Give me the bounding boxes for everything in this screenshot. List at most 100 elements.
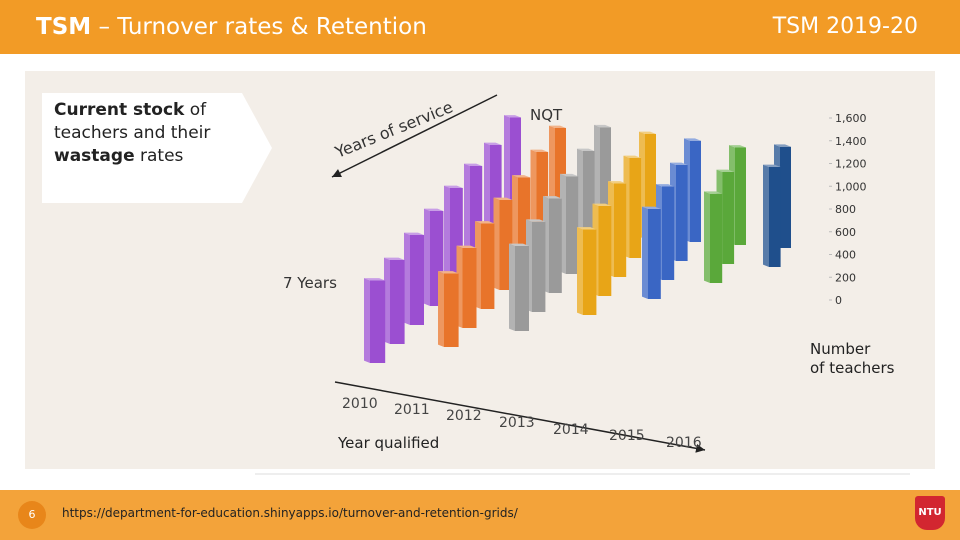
x-tick-label: 2016 xyxy=(666,435,702,451)
bar xyxy=(577,227,597,315)
y-tick-label: 1,000 xyxy=(835,180,867,193)
x-tick-label: 2015 xyxy=(609,428,645,444)
bar-side xyxy=(509,243,515,331)
y-tick-label: 1,400 xyxy=(835,135,867,148)
x-tick-label: 2011 xyxy=(394,402,430,418)
bar-top xyxy=(560,173,579,177)
x-axis xyxy=(334,381,706,453)
bar-top xyxy=(364,278,386,281)
bar-top xyxy=(670,162,688,165)
callout-shape xyxy=(42,93,272,203)
page-number: 6 xyxy=(18,501,46,529)
bar-top xyxy=(493,197,513,200)
bar-top xyxy=(444,185,463,188)
bar-top xyxy=(704,191,723,194)
bar-top xyxy=(526,219,546,222)
bar xyxy=(509,243,529,331)
bar-top xyxy=(549,125,566,128)
bar xyxy=(543,196,562,293)
y-tick-label: 600 xyxy=(835,226,856,239)
callout: Current stock of teachers and their wast… xyxy=(42,93,272,203)
bar-top xyxy=(456,245,477,248)
y-tick-label: 1,200 xyxy=(835,158,867,171)
header-bar: TSM – Turnover rates & Retention TSM 201… xyxy=(0,0,960,54)
depth-tick-label: 7 Years xyxy=(283,274,337,292)
bar-front xyxy=(676,165,688,261)
bar-front xyxy=(390,260,405,344)
bar-top xyxy=(774,144,791,147)
title: TSM – Turnover rates & Retention xyxy=(36,14,427,40)
bar-top xyxy=(656,184,675,187)
y-tick-label: 1,600 xyxy=(835,112,867,125)
bar-top xyxy=(512,175,531,178)
bar-side xyxy=(704,191,710,283)
bar-front xyxy=(490,145,502,249)
bar-front xyxy=(549,198,562,293)
depth-label: Years of service xyxy=(331,97,455,162)
bar-top xyxy=(608,181,627,184)
bar xyxy=(404,232,424,325)
bar-top xyxy=(530,149,549,152)
callout-part: rates xyxy=(134,146,184,166)
x-tick-label: 2013 xyxy=(499,415,535,431)
bar-front xyxy=(710,193,723,283)
x-tick-label: 2010 xyxy=(342,396,378,412)
bar-front xyxy=(769,167,781,267)
bar-front xyxy=(780,146,791,248)
bar-front xyxy=(614,183,627,277)
bar-front xyxy=(648,209,661,299)
bar-front xyxy=(515,246,529,331)
bar-front xyxy=(600,127,611,236)
callout-part: wastage xyxy=(54,146,135,166)
bar xyxy=(475,221,495,309)
bar-side xyxy=(763,164,769,267)
bar-top xyxy=(484,142,502,145)
bar-front xyxy=(629,158,642,258)
bar-top xyxy=(438,271,459,274)
bar xyxy=(438,271,459,347)
bar-front xyxy=(510,117,521,230)
x-tick-label: 2014 xyxy=(553,422,589,438)
bar-top xyxy=(623,155,642,158)
bar-top xyxy=(475,221,495,224)
bar-side xyxy=(438,271,444,347)
bar-top xyxy=(639,131,656,134)
callout-part: Current stock xyxy=(54,100,185,120)
logo: NTU xyxy=(915,496,945,530)
y-tick-label: 200 xyxy=(835,271,856,284)
bar-front xyxy=(536,152,549,252)
bar-top xyxy=(577,148,595,151)
bar-side xyxy=(444,185,450,287)
bar-top xyxy=(729,145,746,148)
bar-front xyxy=(690,140,701,242)
bar-top xyxy=(509,243,529,246)
bar-front xyxy=(566,176,579,274)
bar-side xyxy=(493,197,500,290)
bar xyxy=(456,245,477,328)
depth-tick-label: NQT xyxy=(530,106,563,124)
bar-top xyxy=(577,227,597,230)
bar-front xyxy=(645,134,656,239)
depth-axis xyxy=(331,94,498,178)
bar-front xyxy=(662,186,675,280)
bar-front xyxy=(598,206,612,296)
y-label: Number of teachers xyxy=(810,340,895,377)
source-url: https://department-for-education.shinyap… xyxy=(62,506,518,520)
x-tick-label: 2012 xyxy=(446,408,482,424)
bar-side xyxy=(642,206,648,299)
bar-top xyxy=(642,206,661,209)
bar-top xyxy=(384,257,405,260)
bar-top xyxy=(684,138,701,141)
bar-front xyxy=(444,273,459,347)
bar xyxy=(560,173,579,274)
y-tick-label: 0 xyxy=(835,294,842,307)
bar-top xyxy=(404,232,424,235)
bar-side xyxy=(424,208,430,306)
bar-front xyxy=(462,248,477,328)
callout-text: Current stock of teachers and their wast… xyxy=(54,99,234,168)
bar xyxy=(364,278,386,363)
bar-front xyxy=(410,235,424,325)
bar-top xyxy=(594,124,611,128)
bar-front xyxy=(735,147,746,245)
bar-front xyxy=(722,172,735,264)
